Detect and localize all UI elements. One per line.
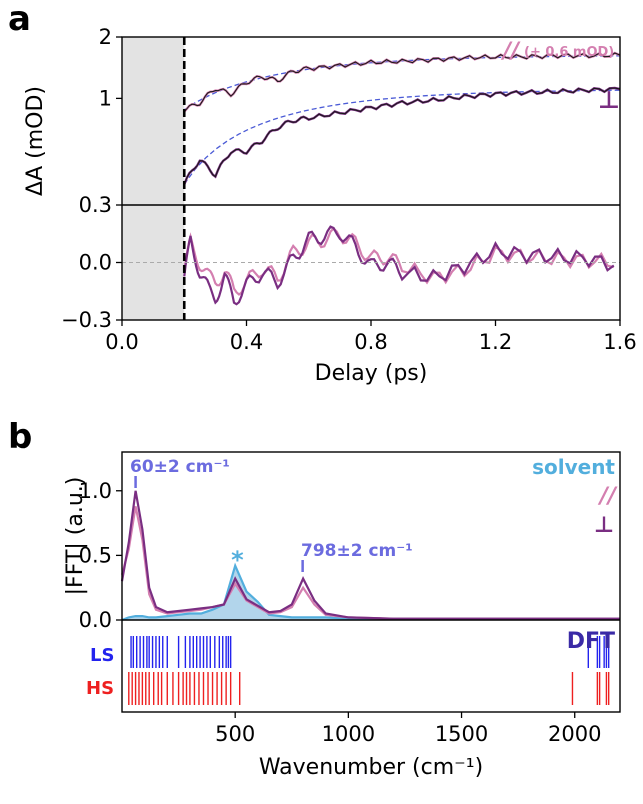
panel-b-ylabel: |FFT| (a.u.) — [63, 477, 88, 596]
series-line-dark — [183, 87, 621, 185]
xtick-label: 0.8 — [354, 330, 387, 354]
xtick-label: 1500 — [435, 722, 488, 746]
panel-a-xlabel: Delay (ps) — [315, 361, 428, 386]
peak-label-60: 60±2 cm⁻¹ — [130, 457, 230, 477]
ytick-label: 1 — [99, 86, 112, 110]
perpendicular-symbol: ⊥ — [598, 86, 620, 114]
xtick-label: 2000 — [548, 722, 601, 746]
ls-label: LS — [90, 645, 114, 666]
panel-label-a: a — [8, 0, 31, 39]
panel-b-annotations: 60±2 cm⁻¹ 798±2 cm⁻¹ * — [130, 457, 413, 574]
panel-label-b: b — [8, 417, 32, 457]
panel-b-xlabel: Wavenumber (cm⁻¹) — [259, 755, 483, 780]
parallel-symbol: // — [500, 39, 521, 64]
solvent-asterisk: * — [231, 546, 244, 574]
fft-line — [121, 562, 620, 622]
xtick-label: 0.0 — [105, 330, 138, 354]
solvent-fill — [122, 565, 620, 620]
panel-a-top-curves — [183, 51, 621, 185]
parallel-offset: (+ 0.6 mOD) — [524, 45, 614, 60]
panel-b-frame — [121, 451, 621, 713]
ytick-label: 0.5 — [79, 543, 112, 567]
legend-parallel: // — [597, 484, 618, 509]
fft-line — [120, 506, 620, 620]
ytick-label: 0.3 — [79, 193, 112, 217]
fft-line — [120, 490, 620, 620]
panel-b-curves — [120, 490, 620, 622]
fit-line — [183, 55, 620, 111]
residual-line — [183, 226, 615, 296]
xtick-label: 500 — [215, 722, 255, 746]
xtick-label: 1.6 — [603, 330, 636, 354]
series-line-dark — [183, 52, 621, 113]
panel-a-ylabel: ΔA (mOD) — [23, 86, 48, 196]
peak-label-798: 798±2 cm⁻¹ — [301, 541, 413, 561]
fit-line — [183, 89, 621, 185]
ytick-label: −0.3 — [61, 308, 112, 332]
pre-time-zero-shade — [122, 37, 185, 320]
panel-a-bottom-curves — [183, 225, 615, 306]
legend-solvent: solvent — [532, 455, 615, 479]
panel-a: 0.312−0.30.00.0 0.4 0.8 1.2 1.6 ΔA (mOD) Del… — [23, 25, 637, 386]
hs-label: HS — [86, 678, 114, 699]
residual-line — [183, 225, 615, 306]
xtick-label: 1.2 — [479, 330, 512, 354]
ytick-label: 0.0 — [79, 251, 112, 275]
xtick-label: 0.4 — [230, 330, 263, 354]
ytick-label: 2 — [99, 25, 112, 49]
panel-a-frame — [121, 36, 621, 321]
legend-perpendicular: ⊥ — [594, 513, 614, 538]
xtick-label: 1000 — [322, 722, 375, 746]
panel-b: 0.0 0.5 1.0 500 1000 1500 2000 60±2 cm⁻¹ 798±2 … — [63, 451, 621, 780]
ytick-label: 1.0 — [79, 479, 112, 503]
panel-a-ticks: 0.312−0.30.00.0 0.4 0.8 1.2 1.6 — [61, 25, 637, 354]
series-line — [183, 86, 621, 185]
dft-sticks — [128, 636, 610, 705]
panel-b-ticks: 0.0 0.5 1.0 500 1000 1500 2000 — [79, 479, 602, 746]
dft-label: DFT — [567, 629, 615, 654]
ytick-label: 0.0 — [79, 608, 112, 632]
